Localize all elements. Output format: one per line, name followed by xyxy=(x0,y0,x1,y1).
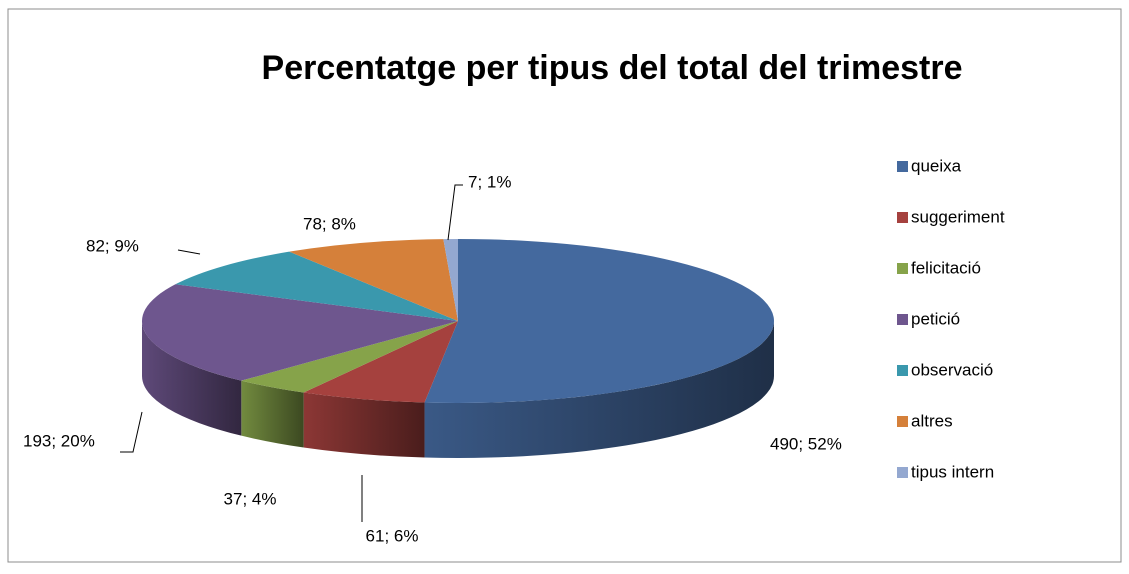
data-label: 37; 4% xyxy=(224,489,277,508)
data-label: 78; 8% xyxy=(303,214,356,233)
data-label: 61; 6% xyxy=(366,526,419,545)
slice-side xyxy=(303,392,425,458)
legend-swatch xyxy=(897,263,908,274)
slice xyxy=(175,251,459,321)
slice xyxy=(424,239,774,403)
slice-side xyxy=(142,321,242,436)
legend-label: altres xyxy=(911,411,953,430)
slice xyxy=(141,284,458,381)
data-label: 193; 20% xyxy=(23,431,95,450)
leader-line xyxy=(177,249,201,255)
legend-swatch xyxy=(897,467,908,478)
legend-label: observació xyxy=(911,360,993,379)
legend-swatch xyxy=(897,365,908,376)
legend-label: tipus intern xyxy=(911,462,994,481)
data-label: 82; 9% xyxy=(86,236,139,255)
slice-side xyxy=(424,321,774,458)
legend-label: felicitació xyxy=(911,258,981,277)
legend-swatch xyxy=(897,416,908,427)
leader-line xyxy=(120,411,143,453)
slice xyxy=(289,239,458,321)
leader-line xyxy=(447,184,463,241)
slice xyxy=(443,239,458,321)
legend-swatch xyxy=(897,314,908,325)
legend-swatch xyxy=(897,212,908,223)
slice xyxy=(241,321,458,393)
chart-title: Percentatge per tipus del total del trim… xyxy=(262,49,963,87)
legend-label: queixa xyxy=(911,156,962,175)
data-label: 7; 1% xyxy=(468,172,511,191)
slice-side xyxy=(241,380,304,448)
legend-label: suggeriment xyxy=(911,207,1005,226)
legend-label: petició xyxy=(911,309,960,328)
legend-swatch xyxy=(897,161,908,172)
data-label: 490; 52% xyxy=(770,434,842,453)
slice xyxy=(303,321,458,403)
